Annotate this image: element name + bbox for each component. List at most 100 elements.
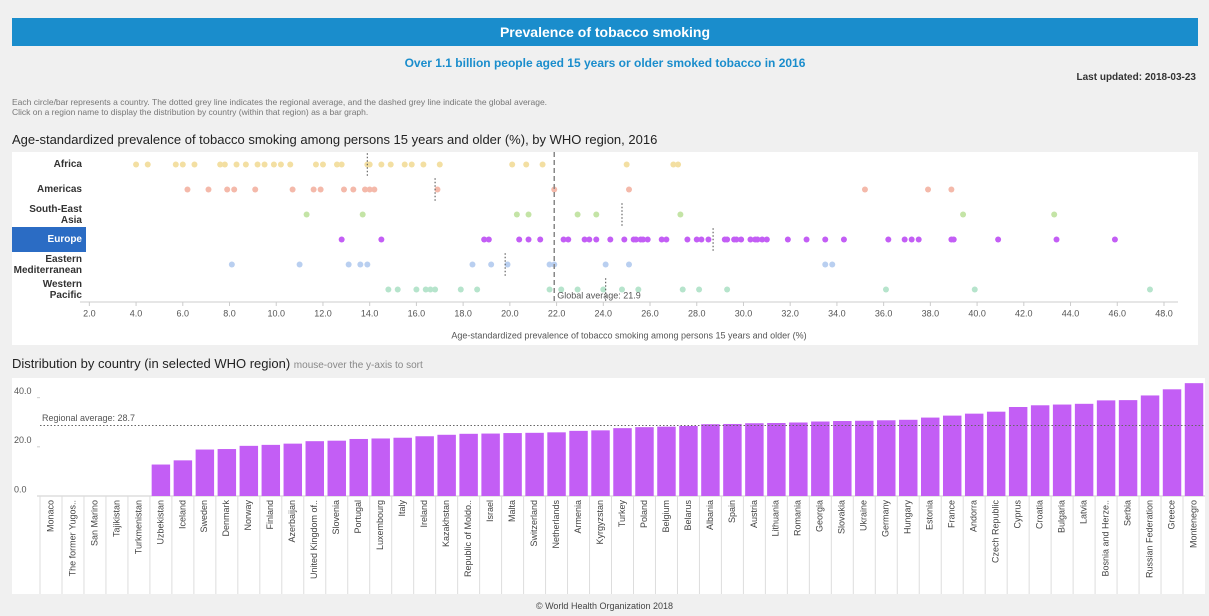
country-dot [724,286,731,293]
country-dot [925,186,932,193]
global-average-label: Global average: 21.9 [557,290,641,300]
bar [745,423,764,496]
bar [789,422,808,496]
country-dot [254,161,261,168]
country-dot [574,286,581,293]
bar [217,449,237,496]
country-dot [677,211,684,218]
country-dot [565,236,572,243]
country-dot [693,236,700,243]
region-label[interactable]: Europe [12,227,86,252]
country-dot [882,286,889,293]
x-tick-label: 12.0 [314,308,332,318]
country-dot [350,186,357,193]
country-dot [560,236,567,243]
x-tick-label: Malta [507,500,517,522]
country-dot [179,161,186,168]
country-dot [362,186,369,193]
country-dot [1146,286,1153,293]
x-tick-label: 38.0 [922,308,940,318]
region-label[interactable]: Western Pacific [42,278,82,301]
country-dot [581,236,588,243]
plot-panel [12,152,1198,345]
bar [657,426,676,496]
country-dot [679,286,686,293]
x-tick-label: Latvia [1078,500,1088,524]
subtitle: Over 1.1 billion people aged 15 years or… [404,56,806,70]
x-tick-label: The former Yugos.. [67,500,77,576]
bar [899,419,918,496]
x-tick-label: 26.0 [641,308,659,318]
region-label[interactable]: Americas [36,184,82,195]
region-label[interactable]: South-East Asia [29,203,82,226]
country-dot [287,161,294,168]
bar [239,445,259,496]
country-dot [357,261,364,268]
country-dot [270,161,277,168]
country-dot [359,211,366,218]
region-label[interactable]: Eastern Mediterranean [13,253,82,276]
country-dot [626,186,632,193]
country-dot [705,236,712,243]
country-dot [537,236,544,243]
bar [964,413,984,496]
x-tick-label: Belgium [661,500,671,533]
x-tick-label: 24.0 [595,308,613,318]
y-tick-label: 20.0 [14,435,32,445]
x-tick-label: Netherlands [551,500,561,549]
x-tick-label: 6.0 [177,308,190,318]
x-tick-label: Kazakhstan [441,500,451,547]
country-dot [1111,236,1118,243]
bar [1162,389,1182,496]
x-tick-label: 44.0 [1062,308,1080,318]
country-dot [408,161,415,168]
country-dot [228,261,235,268]
bar [1074,403,1094,496]
x-tick-label: Bosnia and Herze.. [1100,500,1110,577]
x-tick-label: 36.0 [875,308,893,318]
bar [195,449,215,496]
x-tick-label: Ukraine [859,500,869,531]
x-tick-label: Norway [243,500,253,531]
country-dot [504,261,511,268]
country-dot [221,161,228,168]
country-dot [763,236,770,243]
x-tick-label: 48.0 [1155,308,1173,318]
country-dot [829,261,836,268]
country-dot [640,236,647,243]
bar [503,433,522,496]
country-dot [133,161,140,168]
country-dot [333,161,340,168]
country-dot [600,286,607,293]
country-dot [513,211,520,218]
x-tick-label: 42.0 [1015,308,1033,318]
country-dot [394,286,401,293]
x-tick-label: Spain [727,500,737,523]
bar [986,411,1006,496]
x-tick-label: Andorra [969,500,979,532]
country-dot [261,161,268,168]
country-dot [621,236,628,243]
country-dot [670,161,677,168]
x-tick-label: Slovenia [331,500,341,535]
country-dot [436,161,443,168]
country-dot [747,236,754,243]
x-tick-label: Tajikistan [111,500,121,537]
country-dot [635,286,642,293]
country-dot [546,286,553,293]
country-dot [205,186,212,193]
country-dot [593,211,600,218]
x-tick-label: Greece [1166,500,1176,530]
x-tick-label: Ireland [419,500,429,528]
x-axis-label: Age-standardized prevalence of tobacco s… [451,330,806,340]
x-tick-label: 8.0 [223,308,236,318]
bar [723,423,742,496]
chart-title: Distribution by country (in selected WHO… [12,356,423,371]
country-dot [623,161,630,168]
x-tick-label: Russian Federation [1144,500,1154,578]
region-label[interactable]: Africa [53,159,82,170]
x-tick-label: San Marino [89,500,99,546]
x-tick-label: Finland [265,500,275,530]
country-dot [224,186,231,193]
x-tick-label: Croatia [1035,500,1045,529]
